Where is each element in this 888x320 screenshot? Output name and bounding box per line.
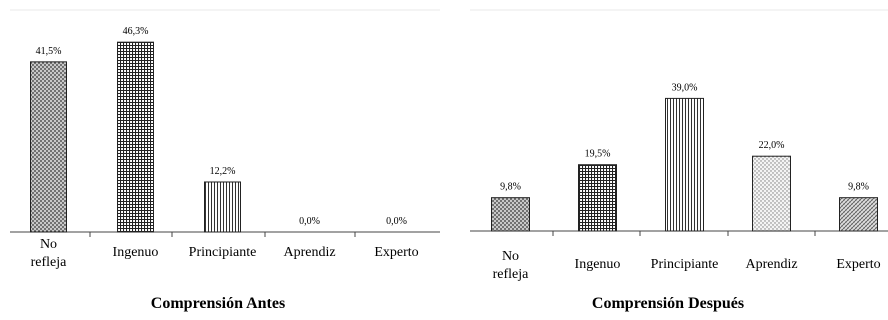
x-tick-label-no-refleja: No bbox=[40, 237, 57, 252]
bar-aprendiz bbox=[752, 155, 791, 232]
x-tick-label-no-refleja: refleja bbox=[493, 267, 530, 282]
x-tick-label-principiante: Principiante bbox=[651, 257, 719, 272]
x-tick-label-no-refleja: refleja bbox=[31, 255, 68, 270]
data-label-experto: 0,0% bbox=[386, 216, 407, 227]
data-label-ingenuo: 46,3% bbox=[123, 26, 149, 37]
data-label-principiante: 12,2% bbox=[210, 166, 236, 177]
x-tick-label-ingenuo: Ingenuo bbox=[575, 257, 621, 272]
chart-antes: Comprensión Antes 41,5% No refleja 46,3% Ing… bbox=[10, 9, 440, 312]
bar-ingenuo bbox=[117, 41, 154, 233]
x-tick-label-experto: Experto bbox=[374, 245, 418, 260]
data-label-aprendiz: 0,0% bbox=[299, 216, 320, 227]
data-label-ingenuo: 19,5% bbox=[585, 149, 611, 160]
bar-ingenuo bbox=[578, 164, 617, 232]
data-label-no-refleja: 9,8% bbox=[500, 182, 521, 193]
bar-principiante bbox=[665, 97, 704, 232]
chart-title-despues: Comprensión Después bbox=[592, 295, 744, 312]
data-label-aprendiz: 22,0% bbox=[759, 140, 785, 151]
bar-principiante bbox=[204, 181, 241, 233]
x-tick-label-experto: Experto bbox=[836, 257, 880, 272]
bar-experto bbox=[839, 197, 878, 232]
x-tick-label-ingenuo: Ingenuo bbox=[113, 245, 159, 260]
x-tick-label-aprendiz: Aprendiz bbox=[745, 257, 797, 272]
data-label-no-refleja: 41,5% bbox=[36, 46, 62, 57]
x-tick-label-no-refleja: No bbox=[502, 249, 519, 264]
bar-no-refleja bbox=[30, 61, 67, 233]
data-label-principiante: 39,0% bbox=[672, 82, 698, 93]
chart-title-antes: Comprensión Antes bbox=[151, 295, 285, 312]
x-tick-label-principiante: Principiante bbox=[189, 245, 257, 260]
data-label-experto: 9,8% bbox=[848, 182, 869, 193]
bar-no-refleja bbox=[491, 197, 530, 232]
x-tick-label-aprendiz: Aprendiz bbox=[283, 245, 335, 260]
chart-despues: Comprensión Después 9,8% No refleja 19,5% In… bbox=[470, 9, 888, 312]
